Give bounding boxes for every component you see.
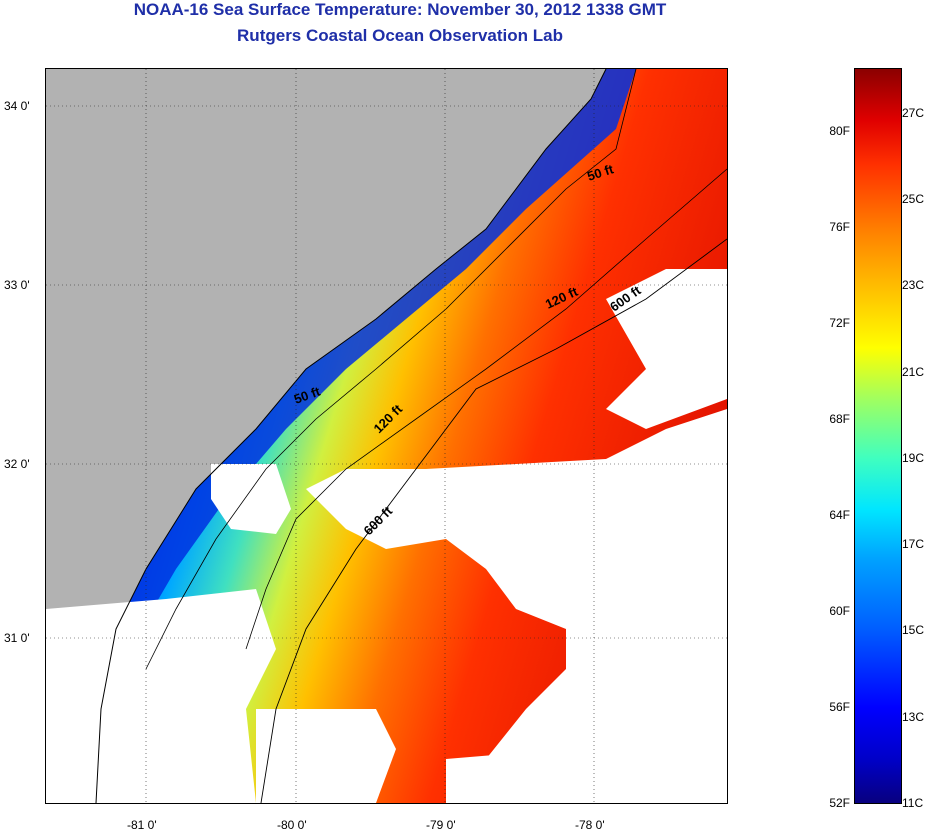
isobath-50ft-line — [145, 69, 637, 670]
colorbar-f-label: 76F — [829, 220, 850, 234]
colorbar-f-label: 52F — [829, 796, 850, 810]
colorbar-f-label: 56F — [829, 700, 850, 714]
nearshore-cool-band — [96, 69, 636, 803]
lon-label-78: -78 0' — [575, 818, 605, 832]
map-title: NOAA-16 Sea Surface Temperature: Novembe… — [133, 0, 667, 19]
lat-label-31: 31 0' — [4, 631, 30, 645]
colorbar-c-label: 21C — [902, 365, 925, 379]
colorbar-c-label: 23C — [902, 278, 925, 292]
lat-label-32: 32 0' — [4, 457, 30, 471]
colorbar-f-label: 80F — [829, 124, 850, 138]
lon-label-81: -81 0' — [127, 818, 157, 832]
colorbar-c-label: 11C — [902, 796, 924, 810]
sst-map[interactable]: 50 ft 50 ft 120 ft 120 ft 600 ft 600 ft — [45, 68, 728, 804]
map-subtitle: Rutgers Coastal Ocean Observation Lab — [237, 26, 563, 45]
graticule — [46, 69, 727, 803]
colorbar-f-label: 68F — [829, 412, 850, 426]
lon-label-80: -80 0' — [277, 818, 307, 832]
colorbar-c-label: 13C — [902, 710, 925, 724]
colorbar-f-label: 64F — [829, 508, 850, 522]
isobath-600ft-line — [260, 238, 727, 803]
temperature-colorbar — [854, 68, 902, 804]
lat-label-33: 33 0' — [4, 278, 30, 292]
coastline — [95, 69, 607, 803]
cloud-cover — [46, 269, 727, 803]
colorbar-f-label: 72F — [829, 316, 850, 330]
colorbar-c-label: 17C — [902, 537, 925, 551]
lon-label-79: -79 0' — [426, 818, 456, 832]
colorbar-c-label: 27C — [902, 106, 925, 120]
colorbar-c-label: 15C — [902, 623, 925, 637]
colorbar-f-label: 60F — [829, 604, 850, 618]
colorbar-c-label: 25C — [902, 192, 925, 206]
land — [46, 69, 606, 803]
isobath-120ft-line — [245, 168, 727, 650]
colorbar-c-label: 19C — [902, 451, 925, 465]
lat-label-34: 34 0' — [4, 99, 30, 113]
sst-map-image: 50 ft 50 ft 120 ft 120 ft 600 ft 600 ft — [46, 69, 727, 803]
